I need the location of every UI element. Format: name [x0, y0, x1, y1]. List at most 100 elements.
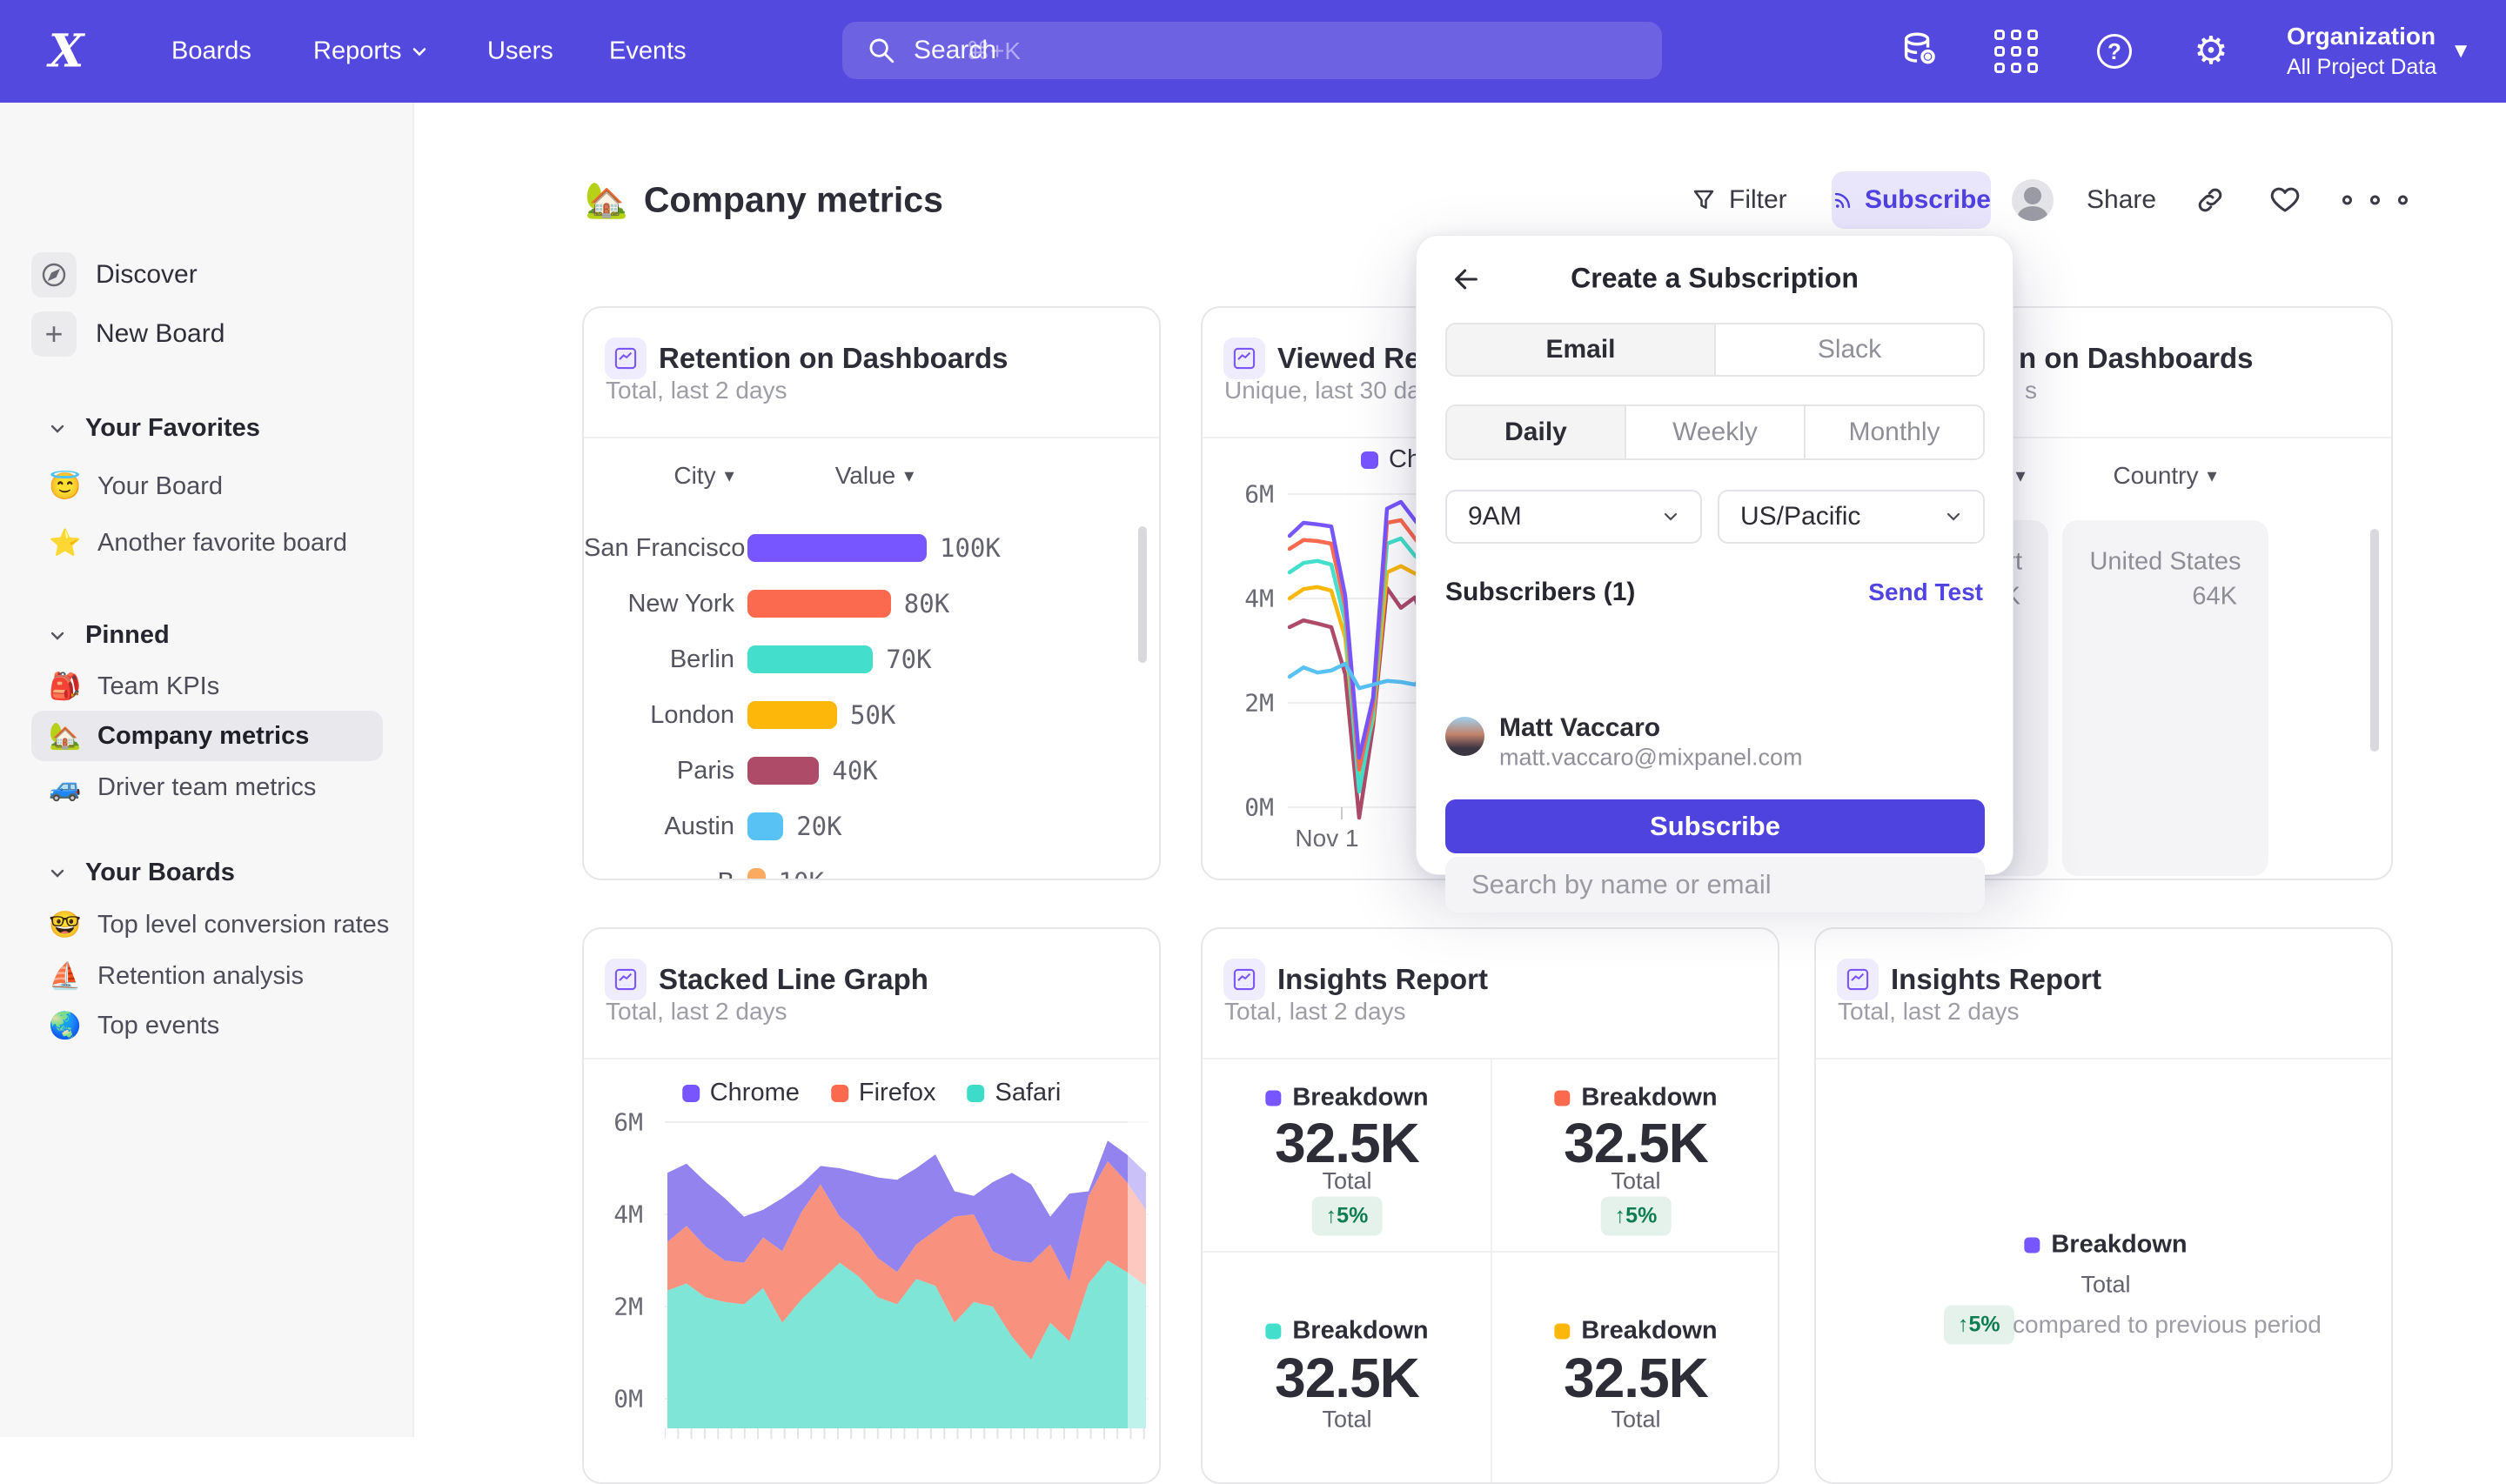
- sidebar-item-team-kpis[interactable]: 🎒 Team KPIs: [49, 672, 220, 701]
- legend-item[interactable]: Firefox: [830, 1079, 936, 1107]
- nav-events[interactable]: Events: [609, 37, 687, 65]
- sidebar-item-new-board[interactable]: + New Board: [31, 311, 224, 357]
- chevron-down-icon: [412, 47, 425, 56]
- search-shortcut: ⌘+K: [966, 37, 1022, 64]
- section-your-favorites[interactable]: Your Favorites: [49, 414, 260, 443]
- chevron-down-icon: [1664, 512, 1678, 521]
- avatar[interactable]: [2012, 179, 2054, 221]
- bar-value: 20K: [796, 812, 842, 841]
- delta-badge: ↑5%: [1311, 1196, 1383, 1236]
- card-retention-on-dashboards: Retention on Dashboards Total, last 2 da…: [582, 306, 1161, 880]
- column-header-hidden[interactable]: ▾: [2015, 465, 2025, 487]
- sidebar-item-label: New Board: [96, 319, 225, 348]
- tab-email[interactable]: Email: [1447, 324, 1714, 375]
- metric-value: 32.5K: [1564, 1112, 1709, 1174]
- bar-list: San Francisco 100K New York 80K Berlin 70K Lon…: [584, 520, 1159, 879]
- send-test-link[interactable]: Send Test: [1868, 578, 1983, 605]
- tab-monthly[interactable]: Monthly: [1804, 406, 1983, 458]
- channel-tabs: Email Slack: [1445, 323, 1985, 377]
- bar-row: New York 80K: [584, 576, 1159, 632]
- country-panel: United States 64K: [2062, 520, 2268, 876]
- report-chart-icon: [1223, 959, 1265, 1000]
- subscriber-search-input[interactable]: [1445, 857, 1985, 912]
- section-your-boards[interactable]: Your Boards: [49, 859, 235, 887]
- sidebar-item-another-favorite-board[interactable]: ⭐ Another favorite board: [49, 528, 347, 558]
- delta-badge: ↑5%: [1600, 1196, 1672, 1236]
- chart-legend: Chrome Firefox Safari: [681, 1079, 1061, 1107]
- global-search[interactable]: ⌘+K: [842, 22, 1662, 79]
- modal-title: Create a Subscription: [1571, 262, 1859, 294]
- metric-label: Breakdown: [1554, 1084, 1718, 1113]
- report-chart-icon: [605, 959, 647, 1000]
- apps-grid-icon[interactable]: [1994, 30, 2038, 73]
- copy-link-icon[interactable]: [2194, 184, 2226, 216]
- timezone-select[interactable]: US/Pacific: [1718, 490, 1985, 544]
- subscribe-button[interactable]: Subscribe: [1832, 171, 1991, 229]
- column-header-value[interactable]: Value ▾: [834, 462, 915, 489]
- legend-swatch: [681, 1084, 700, 1102]
- report-chart-icon: [1837, 959, 1879, 1000]
- report-chart-icon: [605, 338, 647, 379]
- column-header-country[interactable]: Country ▾: [2113, 462, 2217, 489]
- card-title: Retention on Dashboards: [659, 342, 1008, 374]
- tab-slack[interactable]: Slack: [1714, 324, 1983, 375]
- column-header-city[interactable]: City ▾: [673, 462, 734, 489]
- modal-subscribe-button[interactable]: Subscribe: [1445, 799, 1985, 853]
- globe-emoji: 🌏: [49, 1011, 82, 1040]
- legend-item[interactable]: Safari: [967, 1079, 1061, 1107]
- sidebar-item-company-metrics[interactable]: 🏡 Company metrics: [31, 711, 383, 761]
- sidebar-item-driver-team-metrics[interactable]: 🚙 Driver team metrics: [49, 772, 317, 802]
- tab-weekly[interactable]: Weekly: [1625, 406, 1804, 458]
- caret-down-icon: ▾: [2015, 465, 2026, 486]
- share-button[interactable]: Share: [2087, 185, 2157, 214]
- scrollbar[interactable]: [2370, 529, 2379, 752]
- card-subtitle-fragment: s: [2025, 377, 2037, 404]
- card-subtitle: Total, last 2 days: [1224, 998, 1406, 1025]
- back-arrow-icon[interactable]: [1451, 264, 1481, 294]
- metric-sub: Total: [2081, 1271, 2131, 1298]
- data-management-icon[interactable]: [1899, 30, 1939, 74]
- bar-row: Paris 40K: [584, 743, 1159, 799]
- series-dot: [2024, 1237, 2040, 1253]
- legend-item[interactable]: Chrome: [681, 1079, 800, 1107]
- section-pinned[interactable]: Pinned: [49, 621, 170, 650]
- help-icon[interactable]: ?: [2097, 34, 2132, 69]
- sidebar-item-label: Discover: [96, 260, 198, 289]
- card-title: Insights Report: [1891, 963, 2102, 995]
- nav-reports[interactable]: Reports: [313, 37, 428, 66]
- metric-value: 32.5K: [1275, 1112, 1420, 1174]
- bar: [747, 757, 820, 785]
- bar-row: San Francisco 100K: [584, 520, 1159, 576]
- series-dot: [1265, 1323, 1282, 1339]
- mixpanel-logo-icon[interactable]: X: [49, 24, 84, 78]
- org-switcher[interactable]: Organization All Project Data ▼: [2287, 20, 2471, 83]
- sidebar-item-discover[interactable]: Discover: [31, 252, 198, 297]
- favorite-heart-icon[interactable]: [2269, 184, 2301, 216]
- filter-button[interactable]: Filter: [1691, 185, 1787, 215]
- time-select[interactable]: 9AM: [1445, 490, 1702, 544]
- sidebar-item-retention-analysis[interactable]: ⛵ Retention analysis: [49, 961, 304, 991]
- chevron-down-icon: [50, 424, 64, 433]
- stacked-area-chart: [665, 1115, 1152, 1439]
- more-options-icon[interactable]: [2342, 195, 2414, 205]
- sidebar-item-your-board[interactable]: 😇 Your Board: [49, 471, 224, 501]
- bar-category: San Francisco: [584, 533, 746, 562]
- nav-boards[interactable]: Boards: [171, 37, 251, 65]
- sidebar-item-top-events[interactable]: 🌏 Top events: [49, 1011, 220, 1040]
- card-insights-report: Insights Report Total, last 2 days Break…: [1201, 927, 1779, 1484]
- sidebar-item-top-level-conversion-rates[interactable]: 🤓 Top level conversion rates: [49, 910, 390, 939]
- bar-value: 10K: [779, 867, 824, 879]
- bar-row: Berlin 70K: [584, 632, 1159, 687]
- card-subtitle: Total, last 2 days: [606, 377, 787, 404]
- sidebar: Discover + New Board Your Favorites 😇 Yo…: [0, 103, 414, 1437]
- settings-gear-icon[interactable]: ⚙: [2194, 30, 2228, 72]
- bar-category: Paris: [676, 756, 734, 785]
- scrollbar[interactable]: [1138, 526, 1147, 663]
- nav-users[interactable]: Users: [487, 37, 553, 65]
- metric-sub: Total: [1611, 1167, 1661, 1194]
- card-subtitle: Unique, last 30 da: [1224, 377, 1421, 404]
- search-input[interactable]: [914, 36, 1105, 65]
- tab-daily[interactable]: Daily: [1447, 406, 1625, 458]
- card-title-fragment: n on Dashboards: [2019, 342, 2254, 374]
- car-emoji: 🚙: [49, 772, 82, 802]
